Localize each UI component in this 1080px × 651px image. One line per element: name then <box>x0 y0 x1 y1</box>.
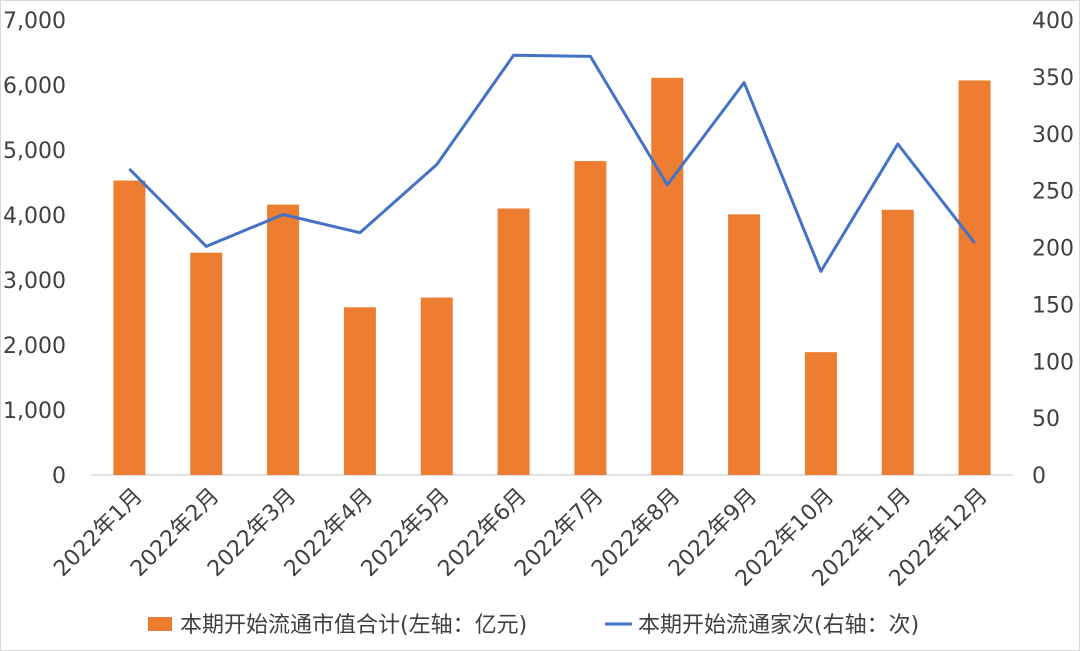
left-tick-label: 6,000 <box>3 74 66 99</box>
left-tick-label: 5,000 <box>3 139 66 164</box>
left-axis: 0 1,000 2,000 3,000 4,000 5,000 6,000 7,000 <box>3 9 66 489</box>
left-tick-label: 3,000 <box>3 269 66 294</box>
legend-bar-label: 本期开始流通市值合计(左轴：亿元) <box>180 613 527 638</box>
right-tick-label: 300 <box>1032 123 1074 148</box>
bar <box>497 208 530 475</box>
legend: 本期开始流通市值合计(左轴：亿元) 本期开始流通家次(右轴：次) <box>148 613 919 638</box>
right-axis: 0 50 100 150 200 250 300 350 400 <box>1032 9 1074 489</box>
bar-series <box>113 77 991 476</box>
bar <box>113 180 146 476</box>
bar <box>267 204 300 475</box>
left-tick-label: 2,000 <box>3 334 66 359</box>
line-series <box>128 53 976 273</box>
x-axis: 2022年1月2022年2月2022年3月2022年4月2022年5月2022年… <box>49 484 992 592</box>
right-tick-label: 250 <box>1032 180 1074 205</box>
legend-line-label: 本期开始流通家次(右轴：次) <box>638 613 919 638</box>
left-tick-label: 4,000 <box>3 204 66 229</box>
right-tick-label: 150 <box>1032 293 1074 318</box>
bar <box>343 307 376 475</box>
right-tick-label: 400 <box>1032 9 1074 34</box>
right-tick-label: 0 <box>1032 464 1046 489</box>
right-tick-label: 50 <box>1032 407 1060 432</box>
bar <box>190 252 223 475</box>
legend-bar-swatch <box>148 617 172 631</box>
left-tick-label: 7,000 <box>3 9 66 34</box>
bar <box>420 297 453 475</box>
bar <box>728 214 761 475</box>
right-tick-label: 200 <box>1032 237 1074 262</box>
bar <box>881 209 914 476</box>
bar <box>574 161 607 476</box>
bar <box>804 352 837 475</box>
right-tick-label: 350 <box>1032 66 1074 91</box>
left-tick-label: 1,000 <box>3 399 66 424</box>
bar <box>651 77 684 475</box>
right-tick-label: 100 <box>1032 350 1074 375</box>
left-tick-label: 0 <box>52 464 66 489</box>
bar <box>958 80 991 475</box>
